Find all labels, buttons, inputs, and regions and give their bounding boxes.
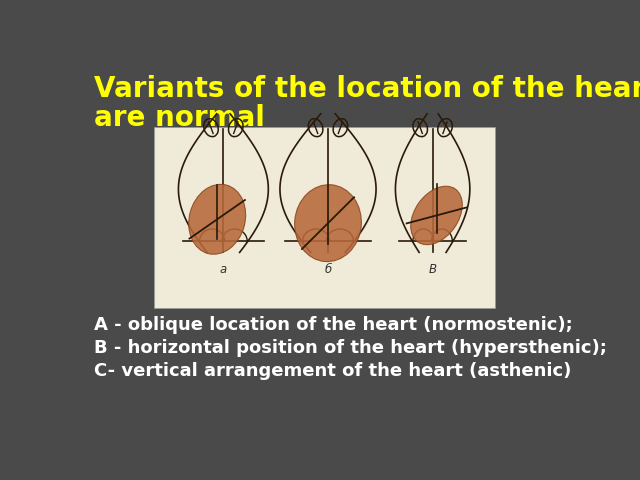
Text: B - horizontal position of the heart (hypersthenic);: B - horizontal position of the heart (hy… xyxy=(94,339,607,357)
Text: a: a xyxy=(220,263,227,276)
Text: are normal: are normal xyxy=(94,104,265,132)
Text: C- vertical arrangement of the heart (asthenic): C- vertical arrangement of the heart (as… xyxy=(94,362,572,380)
Ellipse shape xyxy=(411,186,462,245)
Text: б: б xyxy=(324,263,332,276)
Ellipse shape xyxy=(189,184,246,254)
Ellipse shape xyxy=(294,185,362,262)
Bar xyxy=(154,127,495,308)
Text: B: B xyxy=(429,263,436,276)
Text: Variants of the location of the heart: Variants of the location of the heart xyxy=(94,74,640,103)
Text: A - oblique location of the heart (normostenic);: A - oblique location of the heart (normo… xyxy=(94,315,573,334)
